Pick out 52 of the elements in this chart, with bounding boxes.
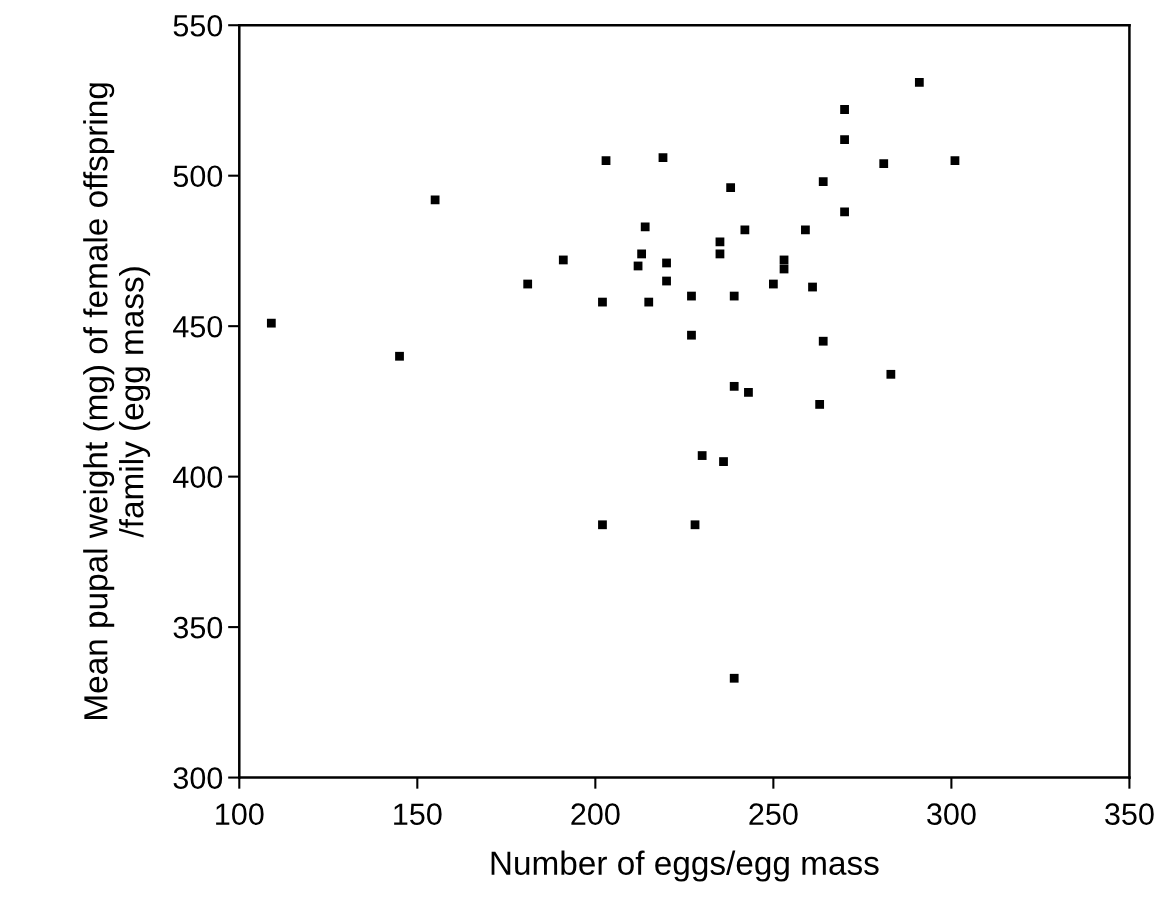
x-tick-label: 250 — [749, 803, 798, 826]
point — [395, 351, 404, 361]
point — [601, 156, 611, 166]
y-tick-label: 350 — [173, 616, 223, 639]
point — [879, 159, 889, 169]
point — [266, 318, 276, 328]
x-tick-label: 150 — [394, 803, 442, 826]
y-tick-label: 550 — [173, 14, 223, 37]
y-tick-label: 400 — [173, 466, 223, 488]
x-tick-label: 350 — [1105, 803, 1154, 826]
x-tick-label: 300 — [927, 803, 976, 826]
point — [729, 673, 739, 683]
point — [744, 387, 753, 397]
point — [598, 520, 607, 530]
y-axis-title: Mean pupal weight (mg) of female offspring /family (egg mass) — [83, 83, 151, 719]
point — [640, 222, 650, 232]
point — [644, 297, 654, 307]
y-tick-label: 450 — [173, 315, 223, 338]
point — [801, 225, 810, 235]
point — [886, 369, 896, 379]
point — [662, 276, 671, 286]
point — [840, 135, 849, 144]
point — [914, 78, 924, 87]
point — [697, 451, 707, 460]
point — [808, 282, 817, 292]
point — [818, 336, 828, 346]
point — [840, 105, 849, 114]
y-tick-label: 500 — [173, 165, 223, 188]
point — [558, 255, 568, 265]
x-tick-label: 200 — [571, 803, 620, 826]
point — [729, 381, 739, 391]
point — [690, 520, 700, 530]
point — [430, 195, 440, 205]
point — [687, 291, 696, 301]
point — [687, 330, 696, 340]
x-axis-title: Number of eggs/egg mass — [491, 850, 879, 882]
point — [598, 297, 607, 307]
point — [768, 279, 778, 289]
point — [729, 291, 739, 301]
point — [818, 177, 828, 187]
point — [523, 279, 533, 289]
y-tick-label: 300 — [173, 767, 223, 789]
point — [637, 249, 647, 259]
point — [719, 457, 728, 466]
point — [726, 183, 736, 193]
point — [950, 156, 960, 166]
x-tick-label: 100 — [216, 803, 264, 826]
point — [658, 153, 668, 163]
point — [662, 258, 671, 268]
point — [815, 400, 825, 409]
point — [740, 225, 750, 235]
point — [840, 207, 849, 217]
